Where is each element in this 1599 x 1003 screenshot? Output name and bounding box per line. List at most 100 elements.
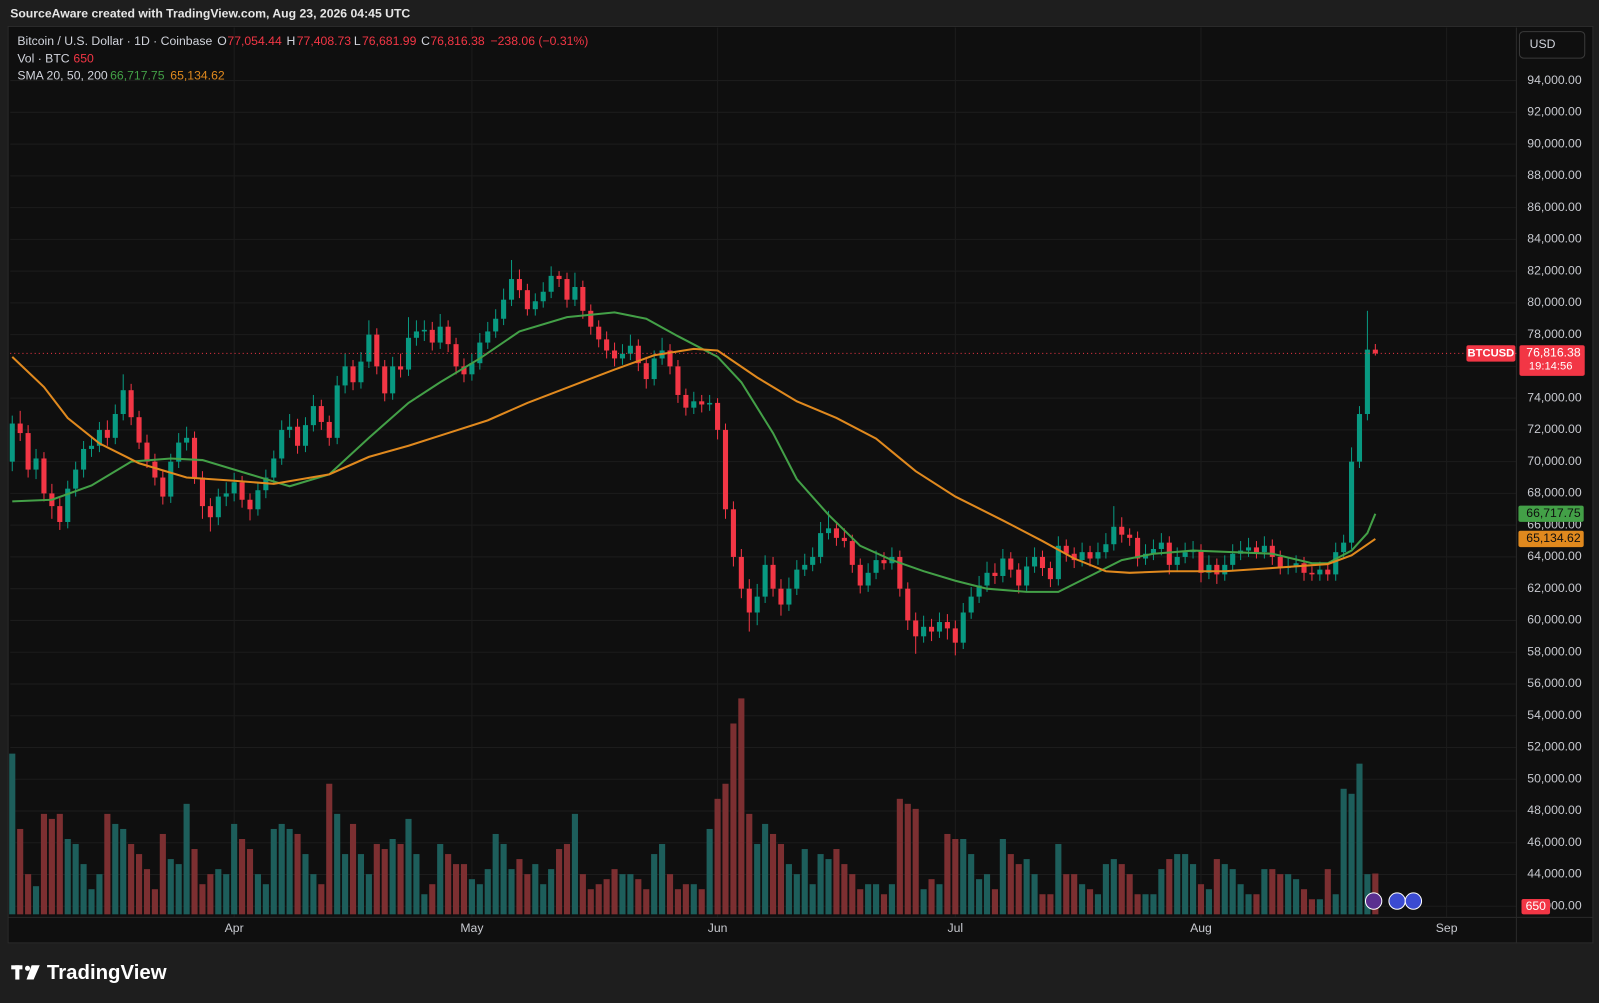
- candle-body: [1016, 569, 1022, 586]
- volume-bar: [1094, 894, 1102, 915]
- volume-bar: [1348, 793, 1355, 915]
- candle-body: [936, 622, 943, 632]
- candle-body: [1293, 563, 1299, 567]
- volume-bar: [1229, 869, 1236, 915]
- candle-body: [627, 345, 633, 354]
- candle-body: [1158, 542, 1164, 549]
- candle-body: [802, 564, 808, 570]
- candle-body: [152, 461, 158, 478]
- volume-bar: [635, 879, 642, 915]
- volume-bar: [516, 859, 523, 915]
- candle-body: [445, 326, 451, 345]
- candle-body: [952, 628, 958, 643]
- symbol-tag: [1466, 345, 1516, 362]
- y-tick-label: 78,000.00: [1527, 327, 1582, 341]
- candle-body: [667, 350, 673, 367]
- candle-body: [1325, 569, 1331, 575]
- candle-body: [984, 572, 990, 586]
- candle-body: [1269, 545, 1275, 557]
- candle-body: [905, 588, 911, 621]
- volume-bar: [999, 838, 1006, 915]
- candle-body: [73, 469, 79, 489]
- candle-body: [722, 429, 729, 510]
- volume-bar: [1055, 844, 1062, 915]
- volume-bar: [223, 874, 230, 915]
- candle-body: [1182, 552, 1188, 557]
- volume-bar: [1031, 874, 1038, 915]
- volume-bar: [294, 833, 301, 915]
- volume-tag: [1521, 899, 1551, 915]
- candle-body: [968, 596, 974, 613]
- candle-body: [128, 390, 134, 418]
- candle-body: [857, 564, 863, 586]
- volume-bar: [1174, 854, 1181, 915]
- volume-bar: [944, 833, 951, 915]
- price-tag-text: 76,816.38: [1526, 346, 1581, 360]
- candle-body: [651, 358, 657, 380]
- volume-bar: [143, 869, 151, 915]
- candle-body: [120, 390, 126, 415]
- candle-body: [770, 564, 776, 589]
- volume-bar: [492, 833, 499, 915]
- candle-body: [849, 541, 855, 565]
- volume-bar: [112, 823, 119, 915]
- candle-body: [1245, 547, 1252, 551]
- candle-body: [699, 401, 705, 405]
- volume-bar: [1356, 763, 1363, 915]
- candle-body: [302, 425, 309, 446]
- candle-body: [1341, 542, 1347, 553]
- volume-bar: [405, 818, 412, 915]
- candle-body: [57, 506, 63, 522]
- event-icon: [1364, 892, 1383, 910]
- candle-body: [1364, 349, 1370, 415]
- candle-body: [944, 622, 950, 629]
- y-tick-label: 52,000.00: [1527, 740, 1582, 754]
- currency-box[interactable]: [1518, 31, 1586, 59]
- candle-body: [810, 556, 816, 565]
- volume-bar: [484, 869, 491, 915]
- volume-bar: [888, 884, 895, 915]
- candle-body: [318, 406, 324, 422]
- volume-bar: [318, 884, 325, 915]
- candle-body: [231, 482, 237, 494]
- candle-body: [485, 331, 491, 343]
- candle-body: [572, 286, 578, 300]
- volume-bar: [912, 808, 919, 915]
- y-tick-label: 92,000.00: [1527, 105, 1582, 119]
- volume-bar: [904, 803, 911, 915]
- y-tick-label: 74,000.00: [1527, 390, 1582, 404]
- candle-body: [1055, 545, 1061, 580]
- candle-body: [326, 421, 332, 438]
- volume-bar: [1340, 788, 1347, 915]
- candle-body: [1349, 461, 1355, 543]
- y-tick-label: 56,000.00: [1527, 676, 1582, 690]
- volume-bar: [476, 884, 483, 915]
- x-tick-label: Sep: [1436, 921, 1458, 935]
- volume-bar: [706, 828, 713, 915]
- volume-bar: [595, 884, 602, 915]
- candle-body: [818, 533, 824, 557]
- volume-bar: [865, 884, 872, 915]
- candle-body: [160, 477, 166, 497]
- candle-body: [1356, 414, 1363, 462]
- volume-bar: [1269, 869, 1276, 915]
- volume-bar: [9, 753, 16, 915]
- candle-body: [619, 353, 626, 359]
- volume-bar: [254, 874, 261, 915]
- volume-bar: [793, 874, 800, 915]
- volume-bar: [286, 828, 293, 915]
- x-tick-label: May: [460, 921, 484, 935]
- volume-bar: [825, 859, 832, 915]
- candle-body: [683, 394, 689, 408]
- candle-body: [374, 334, 380, 367]
- y-tick-label: 86,000.00: [1527, 200, 1582, 214]
- volume-bar: [1126, 874, 1133, 915]
- candle-body: [691, 401, 697, 408]
- volume-bar: [738, 698, 745, 915]
- candle-body: [223, 493, 229, 497]
- candle-body: [643, 363, 649, 380]
- volume-bar: [104, 813, 111, 915]
- volume-bar: [873, 884, 880, 915]
- volume-bar: [1205, 889, 1212, 915]
- volume-bar: [239, 838, 246, 915]
